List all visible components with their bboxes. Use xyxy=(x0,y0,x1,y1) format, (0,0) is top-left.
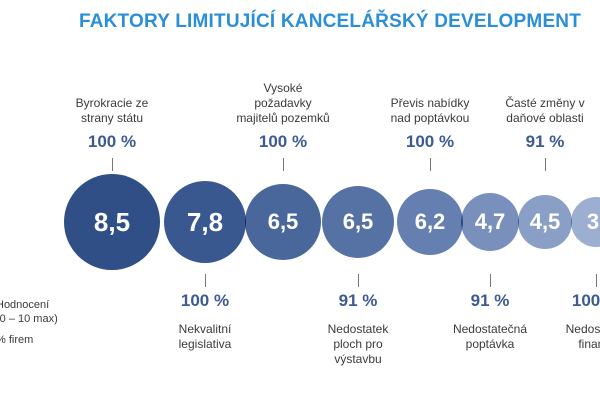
percent-label: 100 % xyxy=(405,132,455,151)
percent-label: 100 % xyxy=(180,291,230,310)
bubble-value: 6,5 xyxy=(267,209,299,234)
bubble-value: 8,5 xyxy=(93,206,131,237)
legend-scale-label: (0 – 10 max) xyxy=(0,313,58,325)
legend-rating-label: Hodnocení xyxy=(0,299,50,311)
percent-label: 100 % xyxy=(571,291,600,310)
factor-label: Časté změny v daňové oblasti xyxy=(505,96,585,125)
bubble: 4,5 xyxy=(518,195,572,249)
factor-label: Nedostatek ploch pro výstavbu xyxy=(327,322,389,366)
tick xyxy=(596,274,597,287)
tick xyxy=(545,158,546,171)
bubble: 6,5 xyxy=(322,186,394,258)
factor-label: Nekvalitní legislativa xyxy=(178,322,232,351)
bubble-value: 6,5 xyxy=(342,209,374,234)
percent-label: 91 % xyxy=(525,132,565,151)
tick xyxy=(358,274,359,287)
bubble-value: 4,7 xyxy=(474,209,506,234)
percent-label: 100 % xyxy=(258,132,308,151)
legend-rating: Hodnocení (0 – 10 max) xyxy=(0,298,58,326)
tick xyxy=(490,274,491,287)
bubble-value: 6,2 xyxy=(414,209,446,234)
percent-label: 91 % xyxy=(338,291,378,310)
tick xyxy=(112,158,113,171)
tick xyxy=(430,158,431,171)
bubble: 6,2 xyxy=(397,189,463,255)
bubble: 8,5 xyxy=(64,174,160,270)
bubble: 4,7 xyxy=(461,193,519,251)
factor-label: Nedostatek financí xyxy=(565,322,600,351)
bubble-value: 4,5 xyxy=(529,209,561,234)
bubble-value: 3, xyxy=(586,209,600,234)
factor-label: Převis nabídky nad poptávkou xyxy=(390,96,470,125)
factor-label: Nedostatečná poptávka xyxy=(452,322,528,351)
tick xyxy=(283,158,284,171)
bubble-value: 7,8 xyxy=(186,206,224,237)
factor-label: Vysoké požadavky majitelů pozemků xyxy=(236,81,330,125)
factor-label: Byrokracie ze strany státu xyxy=(75,96,149,125)
bubble: 3, xyxy=(571,197,600,247)
tick xyxy=(205,274,206,287)
bubble: 6,5 xyxy=(245,184,321,260)
percent-label: 91 % xyxy=(470,291,510,310)
bubble: 7,8 xyxy=(164,181,246,263)
percent-label: 100 % xyxy=(87,132,137,151)
chart-title: FAKTORY LIMITUJÍCÍ KANCELÁŘSKÝ DEVELOPME… xyxy=(78,11,582,32)
legend-pct: % firem xyxy=(0,334,34,346)
